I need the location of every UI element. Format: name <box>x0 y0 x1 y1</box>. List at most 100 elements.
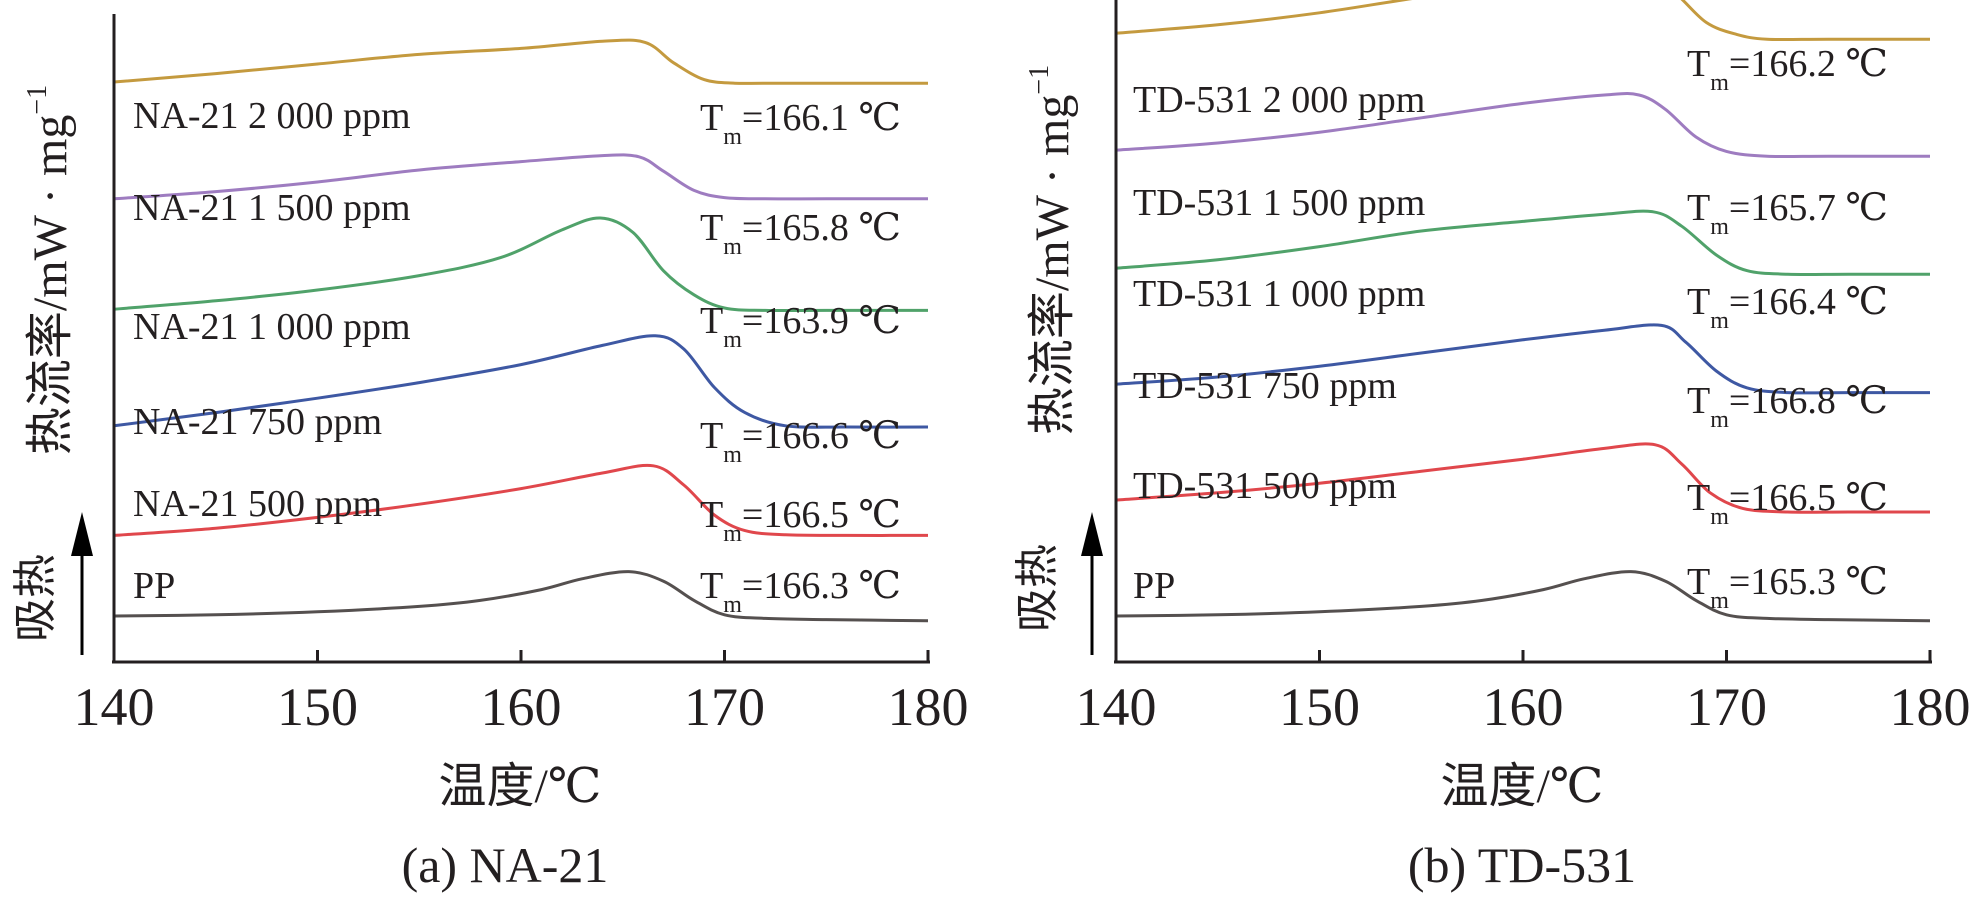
series-name-label: NA-21 1 000 ppm <box>133 306 411 348</box>
panel-na-21: 140 150 160 170 180 热流率/mW · mg−1 吸热 温度/℃ (a… <box>11 14 969 893</box>
series-name-label: TD-531 500 ppm <box>1133 465 1397 507</box>
tm-symbol: T <box>700 300 723 342</box>
series-line-td-531-750-ppm <box>1115 323 1930 395</box>
series-line-na-21-2-000-ppm <box>113 38 928 85</box>
tm-symbol: T <box>1687 380 1710 422</box>
x-ticks: 140 150 160 170 180 <box>74 650 969 737</box>
x-tick-label: 160 <box>1483 677 1564 737</box>
tm-value: =166.1 ℃ <box>742 97 901 139</box>
melting-temperature-label: Tm=163.9 ℃ <box>700 300 901 353</box>
plot-lines <box>113 38 929 623</box>
tm-symbol: T <box>700 415 723 457</box>
x-tick-label: 180 <box>888 677 969 737</box>
plot-lines <box>1115 0 1931 623</box>
panel-caption: (a) NA-21 <box>402 837 609 893</box>
melting-temperature-label: Tm=165.8 ℃ <box>700 207 901 260</box>
melting-temperature-label: Tm=166.1 ℃ <box>700 97 901 150</box>
series-name-label: NA-21 1 500 ppm <box>133 187 411 229</box>
tm-subscript: m <box>1710 214 1729 240</box>
endotherm-arrowhead-icon <box>71 512 93 556</box>
series-name-label: TD-531 750 ppm <box>1133 365 1397 407</box>
tm-symbol: T <box>1687 43 1710 85</box>
y-axis-title-text: 热流率/mW · mg−1 <box>22 85 77 455</box>
series-line-td-531-500-ppm <box>1115 442 1930 514</box>
tm-subscript: m <box>1710 308 1729 334</box>
tm-subscript: m <box>1710 588 1729 614</box>
melting-temperature-label: Tm=166.5 ℃ <box>1687 477 1888 530</box>
tm-symbol: T <box>700 494 723 536</box>
series-line-na-21-1-500-ppm <box>113 153 928 201</box>
tm-value: =165.7 ℃ <box>1729 187 1888 229</box>
tm-subscript: m <box>723 592 742 618</box>
series-labels: PP Tm=165.3 ℃TD-531 500 ppm Tm=166.5 ℃TD-5… <box>1133 43 1888 614</box>
melting-temperature-label: Tm=165.7 ℃ <box>1687 187 1888 240</box>
melting-temperature-label: Tm=166.8 ℃ <box>1687 380 1888 433</box>
tm-value: =166.3 ℃ <box>742 565 901 607</box>
tm-symbol: T <box>1687 281 1710 323</box>
tm-subscript: m <box>1710 70 1729 96</box>
series-name-label: PP <box>133 565 175 607</box>
panel-caption: (b) TD-531 <box>1408 837 1636 893</box>
tm-value: =166.5 ℃ <box>1729 477 1888 519</box>
tm-subscript: m <box>723 124 742 150</box>
series-line-td-531-1-000-ppm <box>1115 209 1930 276</box>
endotherm-label: 吸热 <box>1013 544 1062 632</box>
series-line-pp <box>113 570 929 623</box>
tm-value: =165.3 ℃ <box>1729 561 1888 603</box>
series-name-label: TD-531 1 500 ppm <box>1133 182 1425 224</box>
tm-symbol: T <box>700 207 723 249</box>
tm-symbol: T <box>1687 561 1710 603</box>
tm-subscript: m <box>723 442 742 468</box>
x-tick-label: 160 <box>481 677 562 737</box>
tm-value: =166.2 ℃ <box>1729 43 1888 85</box>
x-tick-label: 180 <box>1890 677 1971 737</box>
x-tick-label: 140 <box>74 677 155 737</box>
series-line-na-21-500-ppm <box>113 463 929 537</box>
y-axis-title: 热流率/mW · mg−1 <box>1024 65 1079 435</box>
tm-subscript: m <box>1710 504 1729 530</box>
tm-symbol: T <box>1687 187 1710 229</box>
series-name-label: TD-531 2 000 ppm <box>1133 79 1425 121</box>
x-tick-label: 140 <box>1076 677 1157 737</box>
series-name-label: NA-21 2 000 ppm <box>133 95 411 137</box>
melting-temperature-label: Tm=165.3 ℃ <box>1687 561 1888 614</box>
x-tick-label: 150 <box>277 677 358 737</box>
series-line-pp <box>1115 570 1931 623</box>
x-tick-label: 170 <box>1686 677 1767 737</box>
melting-temperature-label: Tm=166.3 ℃ <box>700 565 901 618</box>
melting-temperature-label: Tm=166.2 ℃ <box>1687 43 1888 96</box>
endotherm-indicator: 吸热 <box>11 512 93 655</box>
endotherm-indicator: 吸热 <box>1013 512 1103 655</box>
tm-value: =165.8 ℃ <box>742 207 901 249</box>
tm-subscript: m <box>723 327 742 353</box>
tm-subscript: m <box>723 521 742 547</box>
series-line-na-21-1-000-ppm <box>113 216 928 313</box>
series-line-na-21-750-ppm <box>113 334 929 429</box>
series-name-label: PP <box>1133 565 1175 607</box>
x-axis-title: 温度/℃ <box>1440 760 1603 813</box>
series-line-td-531-1-500-ppm <box>1115 92 1930 159</box>
tm-value: =163.9 ℃ <box>742 300 901 342</box>
melting-temperature-label: Tm=166.6 ℃ <box>700 415 901 468</box>
series-line-td-531-2-000-ppm <box>1115 0 1930 42</box>
series-name-label: NA-21 750 ppm <box>133 401 382 443</box>
y-axis-title-text: 热流率/mW · mg−1 <box>1024 65 1079 435</box>
series-name-label: NA-21 500 ppm <box>133 483 382 525</box>
tm-symbol: T <box>700 565 723 607</box>
x-ticks: 140 150 160 170 180 <box>1076 650 1971 737</box>
x-tick-label: 150 <box>1279 677 1360 737</box>
tm-symbol: T <box>1687 477 1710 519</box>
tm-value: =166.8 ℃ <box>1729 380 1888 422</box>
series-name-label: TD-531 1 000 ppm <box>1133 273 1425 315</box>
y-axis-title: 热流率/mW · mg−1 <box>22 85 77 455</box>
melting-temperature-label: Tm=166.5 ℃ <box>700 494 901 547</box>
endotherm-arrowhead-icon <box>1081 512 1103 556</box>
endotherm-label: 吸热 <box>11 554 60 642</box>
panel-td-531: 140 150 160 170 180 热流率/mW · mg−1 吸热 温度/℃ (b… <box>1013 0 1971 893</box>
x-axis-title: 温度/℃ <box>438 760 601 813</box>
tm-value: =166.4 ℃ <box>1729 281 1888 323</box>
tm-value: =166.6 ℃ <box>742 415 901 457</box>
x-tick-label: 170 <box>684 677 765 737</box>
series-labels: PP Tm=166.3 ℃NA-21 500 ppm Tm=166.5 ℃NA-21… <box>133 95 901 618</box>
